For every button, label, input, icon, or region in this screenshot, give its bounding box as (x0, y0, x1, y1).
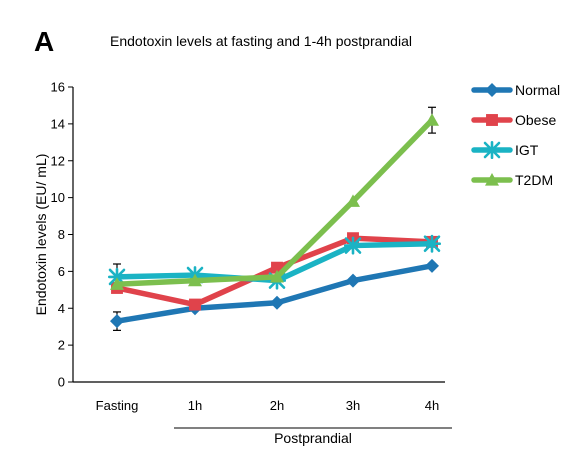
x-tick-label-fasting: Fasting (96, 398, 139, 413)
point-t2dm-fasting (110, 277, 124, 290)
point-t2dm-3h (346, 194, 360, 207)
point-igt-4h (422, 234, 442, 253)
legend-label-t2dm: T2DM (515, 172, 553, 188)
y-tick-label: 4 (58, 301, 65, 316)
legend-label-igt: IGT (515, 142, 539, 158)
point-obese-1h (189, 298, 201, 311)
legend-marker-igt (482, 141, 502, 159)
point-igt-3h (343, 236, 363, 255)
point-normal-2h (270, 295, 284, 310)
panel-label: A (34, 26, 55, 57)
x-tick-label-2h: 2h (270, 398, 284, 413)
y-tick-label: 0 (58, 375, 65, 390)
x-tick-label-3h: 3h (346, 398, 360, 413)
series-line-t2dm (114, 117, 435, 288)
series-normal (110, 258, 439, 329)
y-tick-label: 10 (51, 190, 65, 205)
y-tick-label: 2 (58, 338, 65, 353)
point-obese-2h (271, 261, 283, 274)
legend-marker-obese (486, 114, 498, 126)
legend-marker-t2dm (485, 173, 499, 186)
x-tick-label-4h: 4h (425, 398, 439, 413)
x-axis-label: Postprandial (274, 430, 352, 446)
legend-label-normal: Normal (515, 82, 560, 98)
series-t2dm (110, 113, 439, 290)
legend-marker-normal (485, 83, 499, 97)
point-normal-3h (346, 273, 360, 288)
legend-item-obese: Obese (471, 112, 556, 128)
legend-item-t2dm: T2DM (471, 172, 553, 188)
y-tick-label: 14 (51, 116, 65, 131)
y-tick-label: 12 (51, 153, 65, 168)
legend-item-normal: Normal (471, 82, 560, 98)
axes: 0 2 4 6 8 10 12 14 16 Fasting 1h 2h 3h 4h Postprandial… (33, 80, 452, 446)
chart-title: Endotoxin levels at fasting and 1-4h pos… (110, 33, 412, 49)
x-tick-label-1h: 1h (188, 398, 202, 413)
point-t2dm-2h (270, 269, 284, 283)
legend-item-igt: IGT (471, 141, 539, 159)
point-t2dm-1h (188, 273, 202, 287)
series-lines (108, 113, 442, 329)
legend: Normal Obese IGT T2DM (471, 82, 560, 188)
point-normal-4h (425, 258, 439, 273)
y-axis-label: Endotoxin levels (EU/ mL) (33, 154, 49, 316)
y-tick-label: 8 (58, 227, 65, 242)
legend-label-obese: Obese (515, 112, 556, 128)
y-tick-label: 6 (58, 264, 65, 279)
y-tick-label: 16 (51, 80, 65, 95)
point-normal-fasting (110, 314, 124, 329)
point-t2dm-4h (425, 113, 439, 126)
